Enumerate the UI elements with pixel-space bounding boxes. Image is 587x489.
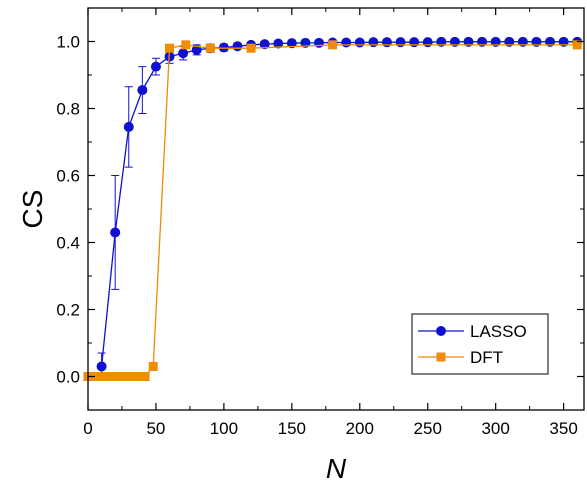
data-point-lasso [110,227,121,238]
legend-box [411,313,549,375]
legend-marker-dft [436,352,446,362]
x-tick-label: 250 [414,419,442,438]
data-point-dft [165,43,175,53]
data-point-lasso [354,37,365,48]
data-point-lasso [409,37,420,48]
data-point-dft [140,372,150,381]
data-point-dft [205,43,215,53]
x-axis-title: N [326,453,347,484]
data-point-lasso [218,42,229,53]
y-tick-label: 0.6 [56,167,80,186]
y-tick-label: 0.4 [56,234,80,253]
data-point-dft [572,40,582,50]
data-point-lasso [178,48,189,59]
x-tick-label: 300 [481,419,509,438]
data-point-lasso [232,41,243,52]
data-point-lasso [150,61,161,72]
data-point-lasso [273,38,284,49]
data-point-lasso [422,37,433,48]
y-axis-title: CS [17,190,48,229]
data-point-lasso [286,38,297,49]
legend-marker-lasso [436,326,446,336]
legend-label-dft: DFT [470,348,503,367]
x-tick-label: 100 [210,419,238,438]
data-point-dft [328,40,338,50]
legend-label-lasso: LASSO [470,322,527,341]
y-tick-label: 0.8 [56,100,80,119]
data-point-dft [148,361,158,371]
data-point-lasso [123,121,134,132]
data-point-lasso [395,37,406,48]
data-point-lasso [381,37,392,48]
data-point-dft [246,43,256,53]
data-point-lasso [314,37,325,48]
x-tick-label: 0 [83,419,92,438]
y-tick-label: 0.2 [56,301,80,320]
data-point-lasso [341,37,352,48]
x-tick-label: 50 [146,419,165,438]
data-point-dft [181,40,191,50]
y-tick-label: 0.0 [56,368,80,387]
x-tick-label: 150 [278,419,306,438]
data-point-lasso [259,39,270,50]
data-point-lasso [96,361,107,372]
data-point-lasso [191,44,202,55]
data-point-lasso [137,85,148,96]
data-point-lasso [368,37,379,48]
y-tick-label: 1.0 [56,33,80,52]
x-tick-label: 350 [549,419,577,438]
x-tick-label: 200 [346,419,374,438]
